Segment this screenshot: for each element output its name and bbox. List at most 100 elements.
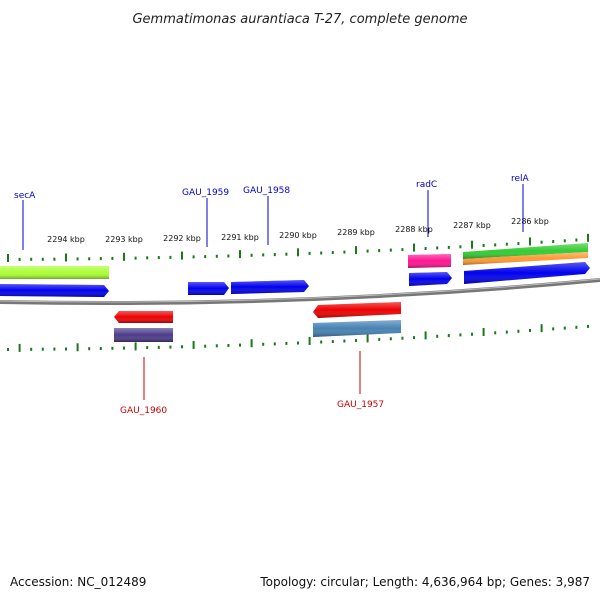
- minor-tick: [76, 257, 79, 261]
- major-tick: [7, 254, 9, 262]
- minor-tick: [285, 341, 288, 345]
- minor-tick: [366, 249, 369, 253]
- minor-tick: [99, 347, 102, 350]
- scale-label: 2291 kbp: [221, 233, 259, 242]
- minor-tick: [111, 256, 114, 260]
- gene-label-radC[interactable]: radC: [416, 180, 437, 190]
- gene-label-relA[interactable]: relA: [511, 174, 530, 184]
- gene-feature-relA-orange[interactable]: [463, 252, 588, 265]
- gene-feature-relA[interactable]: [464, 262, 590, 284]
- gene-feature-secA[interactable]: [0, 284, 109, 297]
- major-tick: [123, 252, 125, 261]
- minor-tick: [53, 347, 56, 351]
- scale-labels: 2294 kbp 2293 kbp 2292 kbp 2291 kbp 2290…: [47, 217, 549, 244]
- major-tick: [134, 342, 137, 351]
- minor-tick: [204, 255, 207, 259]
- minor-tick: [7, 348, 9, 351]
- minor-tick: [65, 347, 67, 351]
- minor-tick: [146, 256, 149, 260]
- topology-text: Topology: circular; Length: 4,636,964 bp…: [260, 575, 590, 589]
- gene-feature-radC-magenta[interactable]: [408, 254, 451, 268]
- minor-tick: [88, 257, 91, 261]
- scale-label: 2292 kbp: [163, 234, 201, 243]
- scale-label: 2293 kbp: [105, 235, 143, 244]
- genome-backbone: [0, 278, 600, 306]
- scale-label: 2294 kbp: [47, 235, 85, 244]
- gene-label-GAU_1959[interactable]: GAU_1959: [182, 188, 229, 198]
- gene-label-GAU_1957[interactable]: GAU_1957: [337, 400, 384, 410]
- major-tick: [355, 246, 357, 255]
- minor-tick: [41, 257, 44, 261]
- gene-feature-GAU_1957[interactable]: [313, 302, 401, 318]
- gene-label-secA[interactable]: secA: [14, 191, 36, 201]
- minor-tick: [262, 253, 265, 257]
- minor-tick: [123, 346, 125, 350]
- minor-tick: [169, 255, 172, 259]
- minor-tick: [505, 330, 508, 334]
- gene-label-GAU_1960[interactable]: GAU_1960: [120, 406, 167, 416]
- scale-label: 2287 kbp: [453, 221, 491, 230]
- minor-tick: [575, 238, 578, 242]
- minor-tick: [169, 345, 172, 349]
- minor-tick: [471, 332, 473, 336]
- minor-tick: [494, 243, 497, 247]
- minor-tick: [146, 346, 149, 350]
- minor-tick: [459, 333, 462, 337]
- minor-tick: [157, 256, 160, 260]
- minor-tick: [563, 239, 566, 243]
- major-tick: [587, 233, 589, 242]
- gene-feature-radC[interactable]: [409, 272, 452, 286]
- minor-tick: [529, 329, 531, 332]
- minor-tick: [297, 341, 299, 345]
- gene-feature-GAU_1960-purple[interactable]: [114, 328, 173, 342]
- minor-tick: [343, 339, 346, 343]
- minor-tick: [157, 345, 160, 349]
- map-title: Gemmatimonas aurantiaca T-27, complete g…: [132, 12, 467, 27]
- minor-tick: [215, 254, 218, 258]
- minor-tick: [424, 247, 427, 250]
- minor-tick: [378, 249, 381, 253]
- minor-tick: [320, 340, 323, 344]
- major-tick: [413, 243, 415, 252]
- minor-tick: [563, 326, 566, 330]
- major-tick: [250, 339, 253, 348]
- accession-text: Accession: NC_012489: [10, 575, 147, 589]
- gene-label-GAU_1958[interactable]: GAU_1958: [243, 186, 290, 196]
- minor-tick: [111, 346, 114, 350]
- minor-tick: [517, 242, 520, 246]
- minor-tick: [575, 325, 578, 329]
- minor-tick: [88, 347, 91, 351]
- minor-tick: [239, 343, 241, 347]
- minor-tick: [41, 347, 44, 351]
- minor-tick: [192, 255, 195, 259]
- gene-feature-GAU_1957-steelblue[interactable]: [313, 320, 401, 337]
- minor-tick: [134, 256, 137, 260]
- major-tick: [424, 331, 427, 340]
- scale-ticks-top: [7, 233, 589, 262]
- scale-label: 2288 kbp: [395, 225, 433, 234]
- gene-feature-GAU_1960[interactable]: [114, 311, 173, 323]
- major-tick: [65, 253, 67, 262]
- minor-tick: [181, 345, 183, 349]
- minor-tick: [401, 336, 404, 340]
- gene-feature-GAU_1959[interactable]: [188, 282, 229, 295]
- minus-gene-labels: GAU_1960 GAU_1957: [120, 351, 384, 416]
- minor-tick: [401, 248, 404, 252]
- minor-tick: [587, 324, 589, 328]
- plus-gene-labels: secA GAU_1959 GAU_1958 radC relA: [14, 174, 530, 250]
- minor-tick: [262, 342, 265, 346]
- minor-tick: [331, 340, 334, 343]
- gene-feature-lime[interactable]: [0, 266, 109, 279]
- minor-tick: [389, 248, 392, 252]
- minor-tick: [273, 342, 276, 346]
- gene-feature-GAU_1958[interactable]: [231, 280, 309, 294]
- major-tick: [471, 240, 473, 249]
- minor-tick: [308, 251, 311, 255]
- gene-feature-relA-green[interactable]: [463, 243, 588, 259]
- major-tick: [529, 237, 531, 246]
- scale-label: 2290 kbp: [279, 231, 317, 240]
- major-tick: [192, 341, 195, 349]
- minor-tick: [285, 252, 288, 256]
- minor-tick: [517, 329, 520, 333]
